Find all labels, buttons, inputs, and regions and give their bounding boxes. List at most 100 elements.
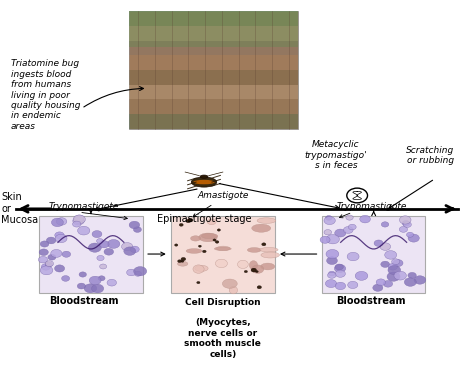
Circle shape (400, 216, 411, 224)
Ellipse shape (237, 260, 248, 269)
Circle shape (62, 276, 70, 281)
Circle shape (186, 219, 191, 223)
Ellipse shape (193, 180, 215, 184)
Circle shape (383, 280, 392, 287)
Circle shape (188, 219, 193, 222)
Circle shape (326, 280, 337, 288)
Ellipse shape (195, 265, 208, 271)
Circle shape (52, 218, 64, 227)
Circle shape (92, 231, 102, 238)
Circle shape (134, 271, 141, 276)
Circle shape (324, 217, 335, 225)
Bar (128, 99, 298, 114)
Circle shape (360, 215, 371, 223)
Bar (322, 216, 426, 292)
Circle shape (62, 251, 71, 257)
Ellipse shape (191, 177, 217, 187)
Circle shape (77, 283, 85, 289)
Text: Bloodstream: Bloodstream (337, 296, 406, 306)
Circle shape (394, 271, 406, 280)
Circle shape (327, 257, 337, 265)
Circle shape (381, 222, 389, 227)
Ellipse shape (201, 234, 218, 239)
Circle shape (74, 215, 84, 222)
Circle shape (104, 249, 114, 255)
Circle shape (97, 255, 104, 261)
Ellipse shape (200, 175, 208, 178)
Circle shape (392, 259, 400, 265)
Bar (128, 26, 298, 41)
Ellipse shape (193, 265, 204, 273)
Text: Cell Disruption

(Myocytes,
nerve cells or
smooth muscle
cells): Cell Disruption (Myocytes, nerve cells o… (184, 298, 261, 359)
Circle shape (324, 229, 332, 235)
Circle shape (48, 254, 56, 260)
Bar (128, 41, 298, 55)
Circle shape (174, 244, 178, 246)
Circle shape (335, 282, 346, 290)
Circle shape (348, 224, 356, 230)
Circle shape (51, 250, 62, 257)
Circle shape (376, 279, 385, 285)
Circle shape (179, 223, 183, 226)
Circle shape (181, 260, 184, 262)
Ellipse shape (257, 218, 276, 223)
Circle shape (89, 276, 101, 285)
Ellipse shape (207, 219, 216, 225)
Circle shape (40, 241, 49, 247)
Circle shape (133, 227, 141, 232)
Circle shape (178, 260, 182, 262)
Circle shape (202, 250, 206, 253)
Circle shape (97, 239, 103, 243)
Circle shape (320, 236, 330, 243)
Bar (128, 11, 298, 26)
Bar (128, 55, 298, 70)
Circle shape (79, 272, 86, 277)
Circle shape (374, 240, 383, 246)
Ellipse shape (217, 246, 230, 251)
Circle shape (100, 264, 107, 269)
Ellipse shape (261, 263, 275, 270)
Circle shape (373, 284, 383, 291)
Circle shape (73, 215, 85, 224)
Circle shape (326, 235, 339, 244)
Ellipse shape (260, 247, 278, 252)
Circle shape (73, 217, 84, 225)
Text: Scratching
or rubbing: Scratching or rubbing (406, 146, 454, 165)
Circle shape (46, 237, 56, 244)
Circle shape (56, 218, 67, 225)
Ellipse shape (249, 261, 258, 270)
Circle shape (215, 240, 219, 243)
Circle shape (388, 266, 401, 274)
Circle shape (381, 261, 390, 268)
Circle shape (130, 246, 139, 253)
Circle shape (217, 229, 220, 231)
Circle shape (198, 245, 201, 247)
Circle shape (41, 264, 51, 270)
Circle shape (408, 234, 419, 242)
Ellipse shape (199, 233, 217, 242)
Bar (171, 216, 275, 292)
Circle shape (38, 257, 47, 263)
Circle shape (399, 227, 408, 232)
Text: Skin
or
Mucosa: Skin or Mucosa (1, 192, 38, 225)
Circle shape (387, 272, 400, 281)
Circle shape (355, 271, 368, 280)
Text: Trypomastigote: Trypomastigote (336, 202, 407, 210)
Circle shape (403, 222, 411, 227)
Circle shape (334, 265, 346, 273)
Circle shape (107, 279, 117, 286)
Text: Triatomine bug
ingests blood
from humans
living in poor
quality housing
in endem: Triatomine bug ingests blood from humans… (11, 59, 80, 131)
Circle shape (328, 271, 335, 276)
Circle shape (55, 265, 64, 272)
Circle shape (129, 221, 140, 229)
Circle shape (91, 284, 104, 293)
Ellipse shape (215, 259, 228, 268)
Circle shape (346, 215, 353, 220)
Circle shape (181, 257, 186, 261)
Circle shape (255, 270, 258, 273)
Ellipse shape (247, 247, 261, 253)
Circle shape (335, 270, 346, 277)
Bar (128, 70, 298, 85)
Circle shape (262, 243, 266, 246)
Text: Epimastigote stage: Epimastigote stage (157, 214, 251, 224)
